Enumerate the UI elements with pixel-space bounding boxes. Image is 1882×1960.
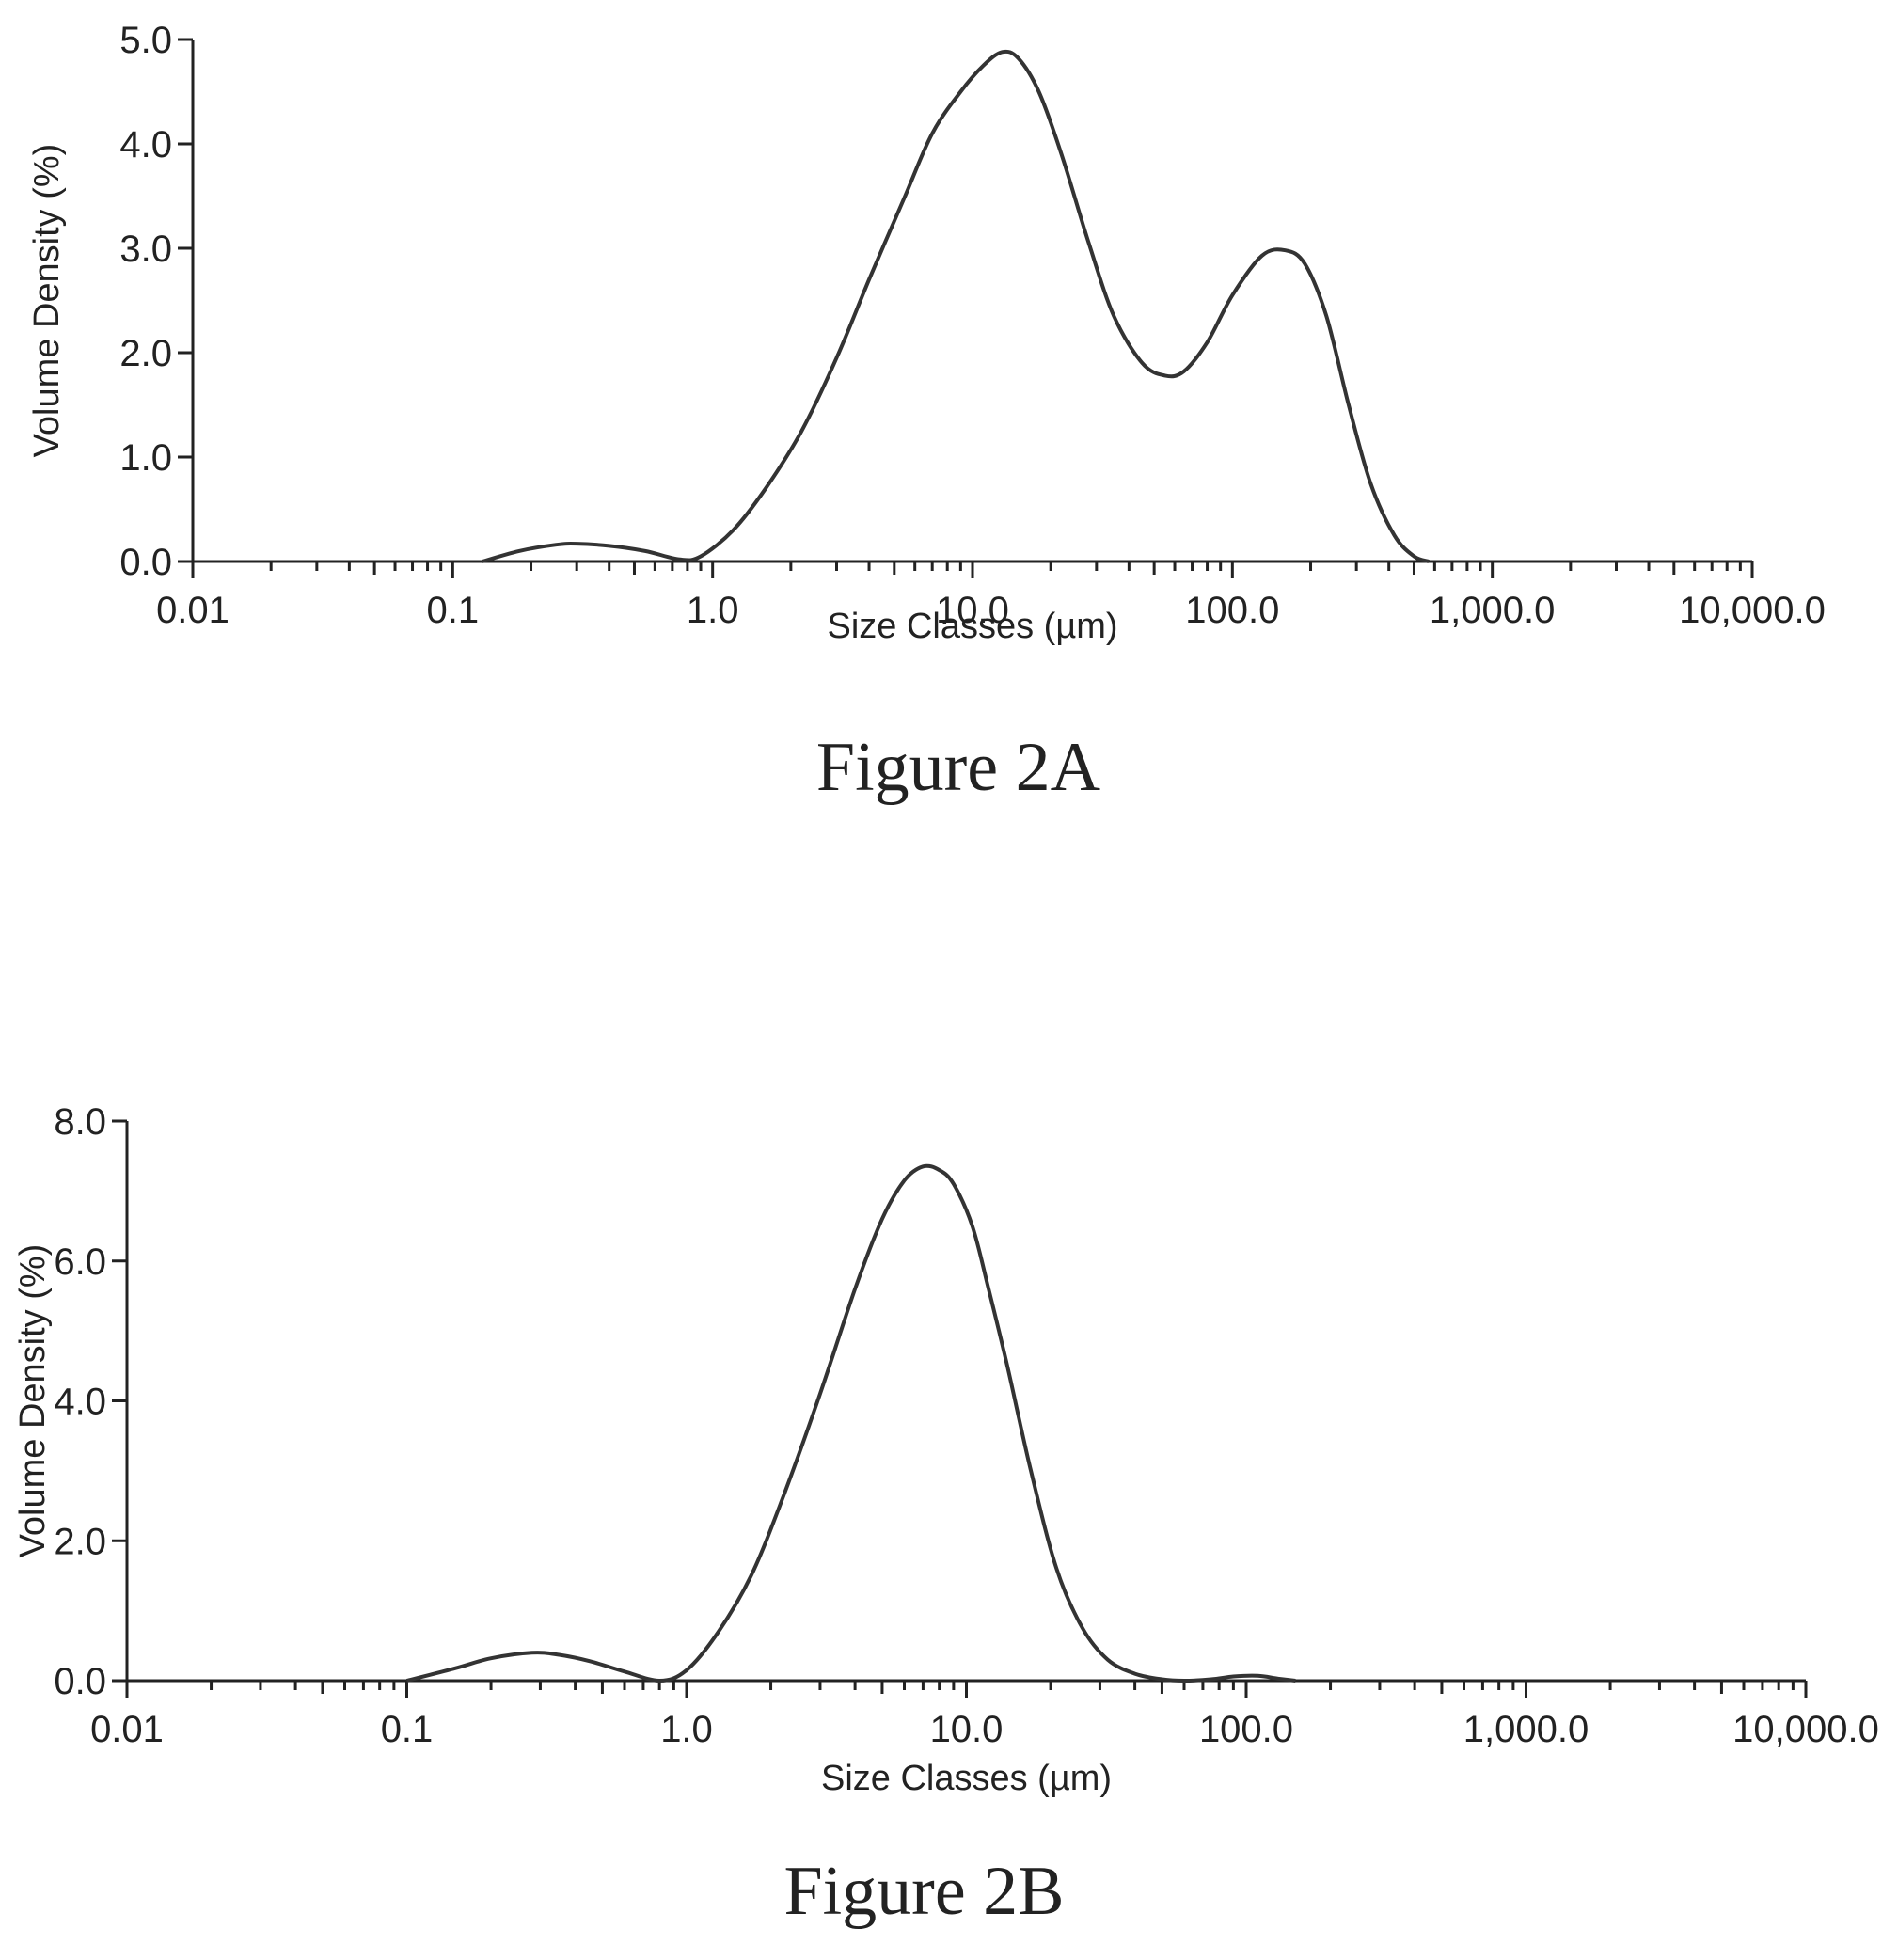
y-axis-label-2a: Volume Density (%) (27, 144, 67, 458)
x-tick-label: 0.1 (381, 1709, 434, 1750)
density-curve-2b-series-0 (406, 1163, 1296, 1683)
y-tick-label: 2.0 (54, 1521, 106, 1562)
figure-caption-2a: Figure 2A (816, 729, 1100, 806)
x-tick-label: 100.0 (1185, 590, 1279, 631)
y-tick-label: 4.0 (119, 124, 172, 166)
x-axis-label-2b: Size Classes (µm) (821, 1759, 1112, 1798)
y-tick-label: 8.0 (54, 1101, 106, 1143)
y-tick-label: 2.0 (119, 333, 172, 374)
y-tick-label: 1.0 (119, 437, 172, 479)
x-tick-label: 100.0 (1199, 1709, 1293, 1750)
density-curve-2a-series-0 (482, 49, 1430, 563)
x-tick-label: 1,000.0 (1430, 590, 1555, 631)
x-tick-label: 10,000.0 (1732, 1709, 1879, 1750)
y-tick-label: 3.0 (119, 229, 172, 270)
x-tick-label: 0.01 (156, 590, 229, 631)
x-tick-label: 0.1 (427, 590, 480, 631)
y-tick-label: 4.0 (54, 1382, 106, 1423)
x-tick-label: 10.0 (936, 590, 1009, 631)
y-tick-label: 0.0 (54, 1661, 106, 1702)
chart-figure-2a: 0.01 0.1 1.0 10.0 100.0 1,000.0 10,000.0 0.0 1.0… (27, 20, 1826, 806)
y-axis-label-2b: Volume Density (%) (13, 1244, 53, 1558)
x-tick-label: 1.0 (687, 590, 739, 631)
x-axis-label-2a: Size Classes (µm) (827, 607, 1117, 646)
y-tick-label: 0.0 (119, 542, 172, 583)
x-tick-label: 1,000.0 (1463, 1709, 1589, 1750)
x-tick-label: 10.0 (930, 1709, 1004, 1750)
y-tick-label: 6.0 (54, 1241, 106, 1283)
figure-caption-2b: Figure 2B (783, 1853, 1064, 1930)
x-tick-label: 10,000.0 (1679, 590, 1826, 631)
chart-figure-2b: 0.01 0.1 1.0 10.0 100.0 1,000.0 10,000.0 0.0 2.0… (13, 1101, 1879, 1930)
x-tick-label: 0.01 (90, 1709, 164, 1750)
x-tick-label: 1.0 (660, 1709, 713, 1750)
y-tick-label: 5.0 (119, 20, 172, 61)
